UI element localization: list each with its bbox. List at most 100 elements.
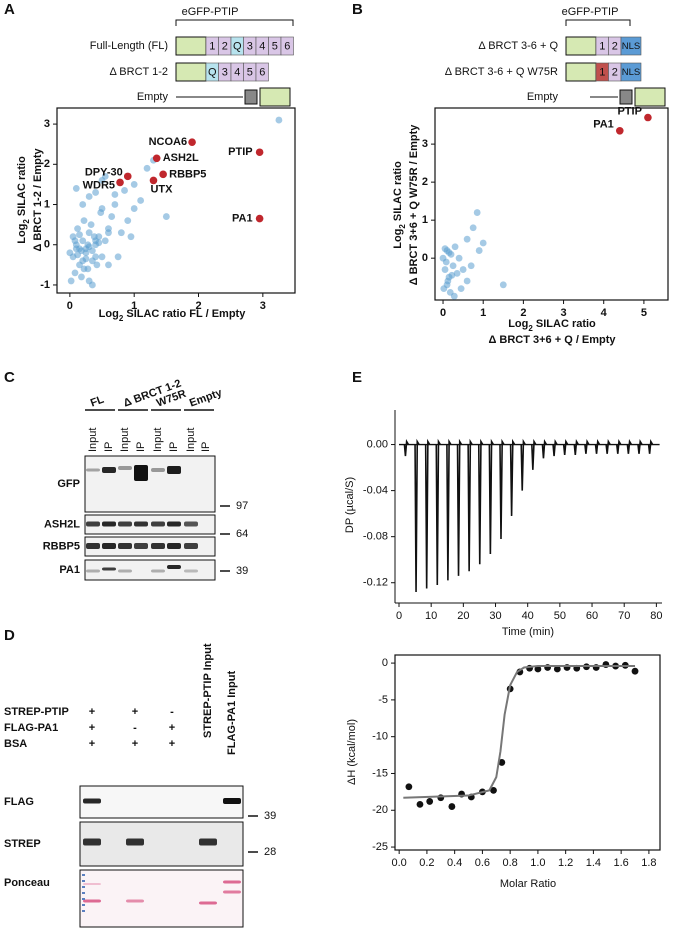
x-tick-label: 50 (554, 610, 566, 622)
x-tick-label: 1.0 (530, 857, 545, 869)
lane-label: Input (185, 428, 197, 452)
egfp-box (175, 36, 207, 56)
y-tick-label: -1 (40, 279, 50, 291)
injection-peak (584, 439, 590, 454)
point (457, 285, 465, 292)
point (71, 269, 79, 277)
band (199, 838, 217, 846)
injection-peak (435, 438, 441, 586)
row-label: Ponceau (4, 877, 50, 889)
lane-label: Input (119, 428, 131, 452)
y-axis-label-part: Log (16, 224, 28, 244)
y-tick-label: 0 (382, 657, 388, 669)
band (134, 543, 148, 549)
bracket (175, 19, 294, 26)
point (79, 257, 87, 265)
domain (620, 36, 642, 56)
blot (84, 559, 216, 581)
y-axis-label-part: SILAC ratio (16, 156, 28, 219)
band (102, 467, 116, 473)
construct-name: Empty (527, 91, 559, 103)
panel-label: D (4, 627, 15, 644)
point (80, 265, 88, 273)
row-label: PA1 (59, 564, 80, 576)
x-tick-label: 0 (440, 307, 446, 319)
domain-label: 1 (599, 66, 605, 78)
domain-label: Q (233, 40, 242, 52)
y-tick-label: -20 (372, 804, 388, 816)
point (475, 247, 483, 254)
lane-label: IP (168, 442, 180, 452)
x-axis-label-part: 2 (119, 314, 124, 323)
x-tick-label: 0.6 (475, 857, 490, 869)
construct-name: Δ BRCT 3-6 + Q W75R (445, 66, 558, 78)
lane-label: IP (135, 442, 147, 452)
point (416, 800, 424, 808)
egfp-box (175, 62, 207, 82)
blot (84, 514, 216, 535)
row-label: RBBP5 (43, 540, 80, 552)
construct-name: Empty (137, 91, 169, 103)
x-tick-label: 3 (260, 300, 266, 312)
point (121, 187, 128, 194)
domain-label: 4 (259, 40, 265, 52)
injection-peak (403, 439, 410, 457)
construct-name: Δ BRCT 1-2 (110, 66, 169, 78)
domain-label: 1 (599, 40, 605, 52)
point (467, 262, 475, 270)
marker-label: 97 (236, 500, 248, 512)
band (167, 565, 181, 569)
row-label: FLAG (4, 796, 34, 808)
domain-label: NLS (622, 67, 640, 78)
x-tick-label: 1.8 (641, 857, 656, 869)
band (118, 543, 132, 549)
domain-label: 3 (247, 40, 253, 52)
point (275, 116, 283, 124)
point (105, 229, 112, 237)
point (111, 201, 119, 208)
band (134, 465, 148, 481)
point-label: DPY-30 (85, 166, 123, 178)
injection-peak (477, 438, 484, 565)
y-axis-label: Δ BRCT 3+6 + Q W75R / Empty (408, 124, 420, 286)
point (143, 164, 151, 172)
blot (79, 821, 244, 867)
injection-peak (637, 439, 643, 454)
point (448, 803, 456, 810)
point (93, 261, 101, 269)
point (78, 273, 85, 281)
band (134, 521, 148, 527)
y-tick-label: 3 (422, 138, 428, 150)
x-axis-label: Log2 SILAC ratio FL / Empty (99, 308, 247, 323)
point (499, 281, 507, 289)
band (151, 468, 165, 472)
point (98, 253, 106, 261)
construct-name: Δ BRCT 3-6 + Q (478, 40, 558, 52)
group-label: Empty (188, 386, 225, 409)
band (126, 899, 144, 903)
band (118, 569, 132, 573)
injection-peak (446, 438, 452, 581)
y-tick-label: 0 (44, 239, 50, 251)
point-label: PTIP (228, 146, 252, 158)
fit-curve (403, 665, 636, 799)
point (553, 665, 561, 673)
marker-label: 39 (236, 565, 248, 577)
panel-label: B (352, 1, 363, 18)
row-label: STREP (4, 838, 41, 850)
point (101, 237, 109, 245)
x-tick-label: 0.8 (503, 857, 518, 869)
point (92, 237, 99, 245)
blot (79, 785, 244, 819)
y-tick-label: -25 (372, 841, 388, 853)
egfp-box (565, 62, 597, 82)
marker-label: 39 (264, 810, 276, 822)
band (167, 543, 181, 549)
point (137, 197, 145, 204)
domain-label: 6 (259, 66, 265, 78)
injection-peak (552, 439, 558, 457)
band (223, 798, 241, 804)
band (184, 521, 198, 527)
point (74, 225, 81, 233)
